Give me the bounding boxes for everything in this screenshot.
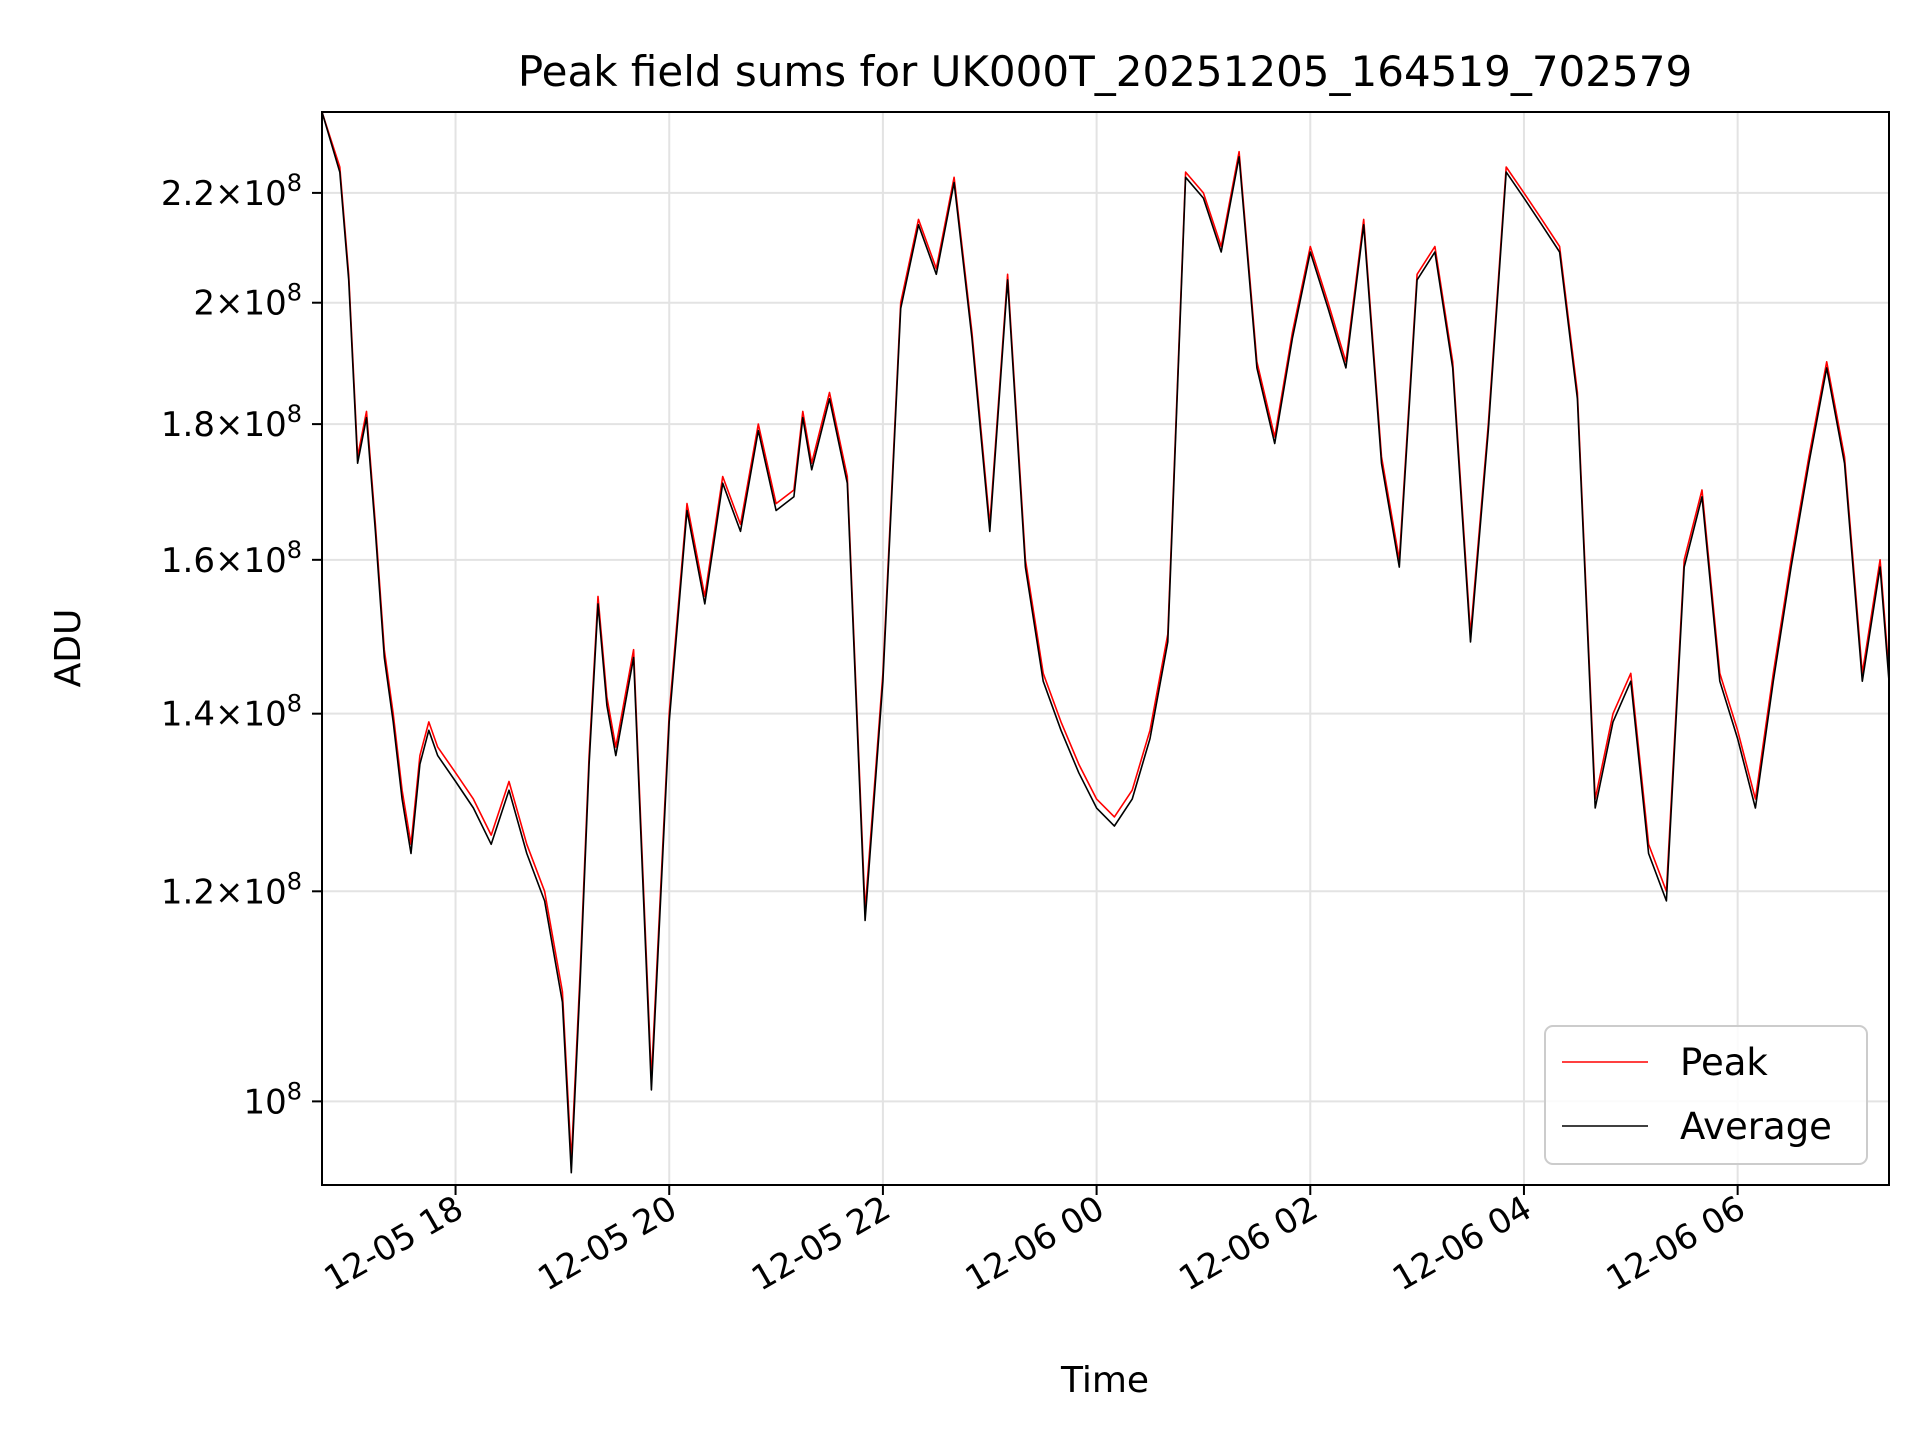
y-tick-label: 2×108 (193, 279, 302, 324)
grid-lines (322, 112, 1889, 1185)
y-tick-label: 1.4×108 (161, 690, 302, 735)
plot-border (321, 111, 1890, 1186)
plot-area (322, 112, 1889, 1185)
legend-label-peak: Peak (1680, 1041, 1768, 1084)
y-tick-label: 1.8×108 (161, 400, 302, 445)
y-axis-ticks: 108 1.2×108 1.4×108 1.6×108 1.8×108 2×108 2.2×… (161, 169, 322, 1122)
y-axis-label: ADU (48, 609, 89, 688)
legend: Peak Average (1544, 1025, 1868, 1165)
legend-label-average: Average (1680, 1105, 1832, 1148)
y-tick-label: 1.2×108 (161, 867, 302, 912)
y-tick-label: 2.2×108 (161, 169, 302, 214)
y-tick-label: 1.6×108 (161, 536, 302, 581)
y-tick-label: 108 (243, 1077, 302, 1122)
legend-box (1544, 1025, 1868, 1165)
x-axis-label: Time (1060, 1360, 1149, 1401)
chart-title: Peak field sums for UK000T_20251205_1645… (518, 47, 1692, 96)
series-line-average (321, 111, 1890, 1174)
series-lines (321, 111, 1890, 1174)
